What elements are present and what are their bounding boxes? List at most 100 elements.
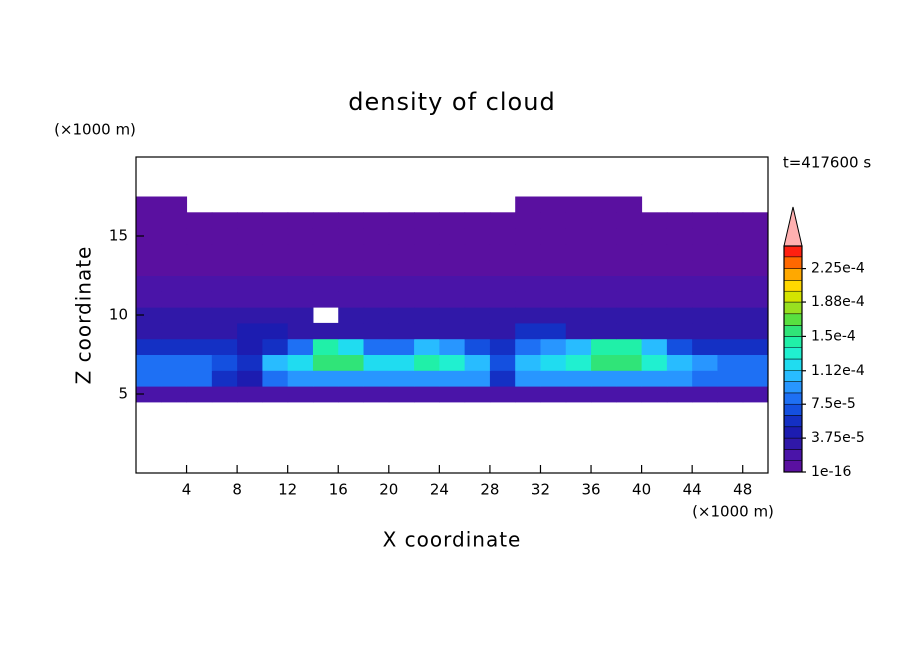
contour-cell (742, 212, 769, 229)
contour-cell (414, 275, 440, 292)
contour-cell (540, 338, 567, 355)
contour-cell (742, 338, 769, 355)
contour-cell (136, 307, 162, 324)
contour-cell (717, 338, 744, 355)
colorbar-band (783, 280, 803, 292)
contour-cell (136, 212, 162, 229)
contour-cell (312, 338, 339, 355)
contour-cell (363, 291, 390, 308)
contour-cell (388, 322, 415, 340)
contour-cell (161, 386, 188, 403)
contour-cell (287, 370, 314, 387)
contour-cell (211, 275, 238, 292)
contour-cell (692, 228, 718, 245)
contour-cell (616, 212, 643, 229)
contour-cell (717, 354, 744, 371)
contour-cell (565, 307, 592, 324)
contour-cell (262, 291, 289, 308)
x-tick-label: 12 (278, 481, 297, 499)
contour-cell (616, 259, 643, 276)
contour-cell (439, 228, 466, 245)
contour-cell (666, 275, 693, 292)
contour-cell (565, 259, 592, 276)
x-tick-label: 8 (232, 481, 242, 499)
contour-cell (515, 259, 541, 276)
contour-cell (414, 212, 440, 229)
contour-cell (287, 228, 314, 245)
contour-cell (211, 243, 238, 261)
contour-cell (616, 228, 643, 245)
contour-cell (717, 370, 744, 387)
contour-cell (591, 386, 617, 403)
chart-title: density of cloud (348, 88, 555, 116)
x-tick-label: 28 (480, 481, 499, 499)
contour-cell (515, 212, 541, 229)
contour-cell (515, 322, 541, 340)
contour-cell (287, 338, 314, 355)
contour-cell (439, 307, 466, 324)
colorbar-band (783, 415, 803, 428)
contour-cell (237, 338, 263, 355)
contour-cell (136, 243, 162, 261)
contour-cell (489, 259, 516, 276)
contour-cell (439, 370, 466, 387)
contour-cell (338, 243, 365, 261)
colorbar-band (783, 325, 803, 337)
contour-cell (287, 386, 314, 403)
contour-cell (591, 259, 617, 276)
contour-cell (136, 291, 162, 308)
contour-cell (692, 259, 718, 276)
contour-cell (388, 259, 415, 276)
contour-cell (591, 307, 617, 324)
contour-cell (312, 212, 339, 229)
x-tick-label: 48 (733, 481, 752, 499)
colorbar-band (783, 358, 803, 372)
contour-cell (338, 322, 365, 340)
contour-cell (489, 243, 516, 261)
contour-cell (666, 370, 693, 387)
contour-cell (565, 228, 592, 245)
contour-cell (136, 275, 162, 292)
contour-cell (237, 212, 263, 229)
contour-cell (287, 354, 314, 371)
contour-cell (616, 338, 643, 355)
contour-cell (692, 291, 718, 308)
contour-cell (414, 259, 440, 276)
contour-cell (363, 228, 390, 245)
contour-cell (742, 259, 769, 276)
contour-cell (312, 354, 339, 371)
contour-cell (439, 291, 466, 308)
contour-cell (717, 228, 744, 245)
contour-cell (287, 259, 314, 276)
contour-cell (262, 212, 289, 229)
contour-cell (287, 243, 314, 261)
x-tick-label: 20 (379, 481, 398, 499)
contour-cell (136, 354, 162, 371)
contour-cell (388, 386, 415, 403)
contour-cell (540, 386, 567, 403)
contour-cell (237, 386, 263, 403)
y-axis-label: Z coordinate (72, 246, 96, 385)
contour-cell (666, 307, 693, 324)
contour-cell (363, 322, 390, 340)
contour-cell (641, 243, 668, 261)
contour-cell (515, 370, 541, 387)
colorbar-tick-label: 1.88e-4 (811, 294, 865, 310)
contour-cell (616, 370, 643, 387)
contour-cell (338, 275, 365, 292)
contour-cell (742, 243, 769, 261)
contour-cell (717, 243, 744, 261)
contour-cell (616, 196, 643, 213)
contour-cell (186, 338, 213, 355)
contour-cell (565, 338, 592, 355)
contour-cell (211, 322, 238, 340)
contour-cell (565, 386, 592, 403)
contour-cell (388, 370, 415, 387)
contour-cell (136, 322, 162, 340)
contour-cell (363, 386, 390, 403)
contour-cell (414, 243, 440, 261)
contour-cell (489, 307, 516, 324)
contour-cell (414, 228, 440, 245)
colorbar-band (783, 336, 803, 348)
contour-cell (161, 212, 188, 229)
